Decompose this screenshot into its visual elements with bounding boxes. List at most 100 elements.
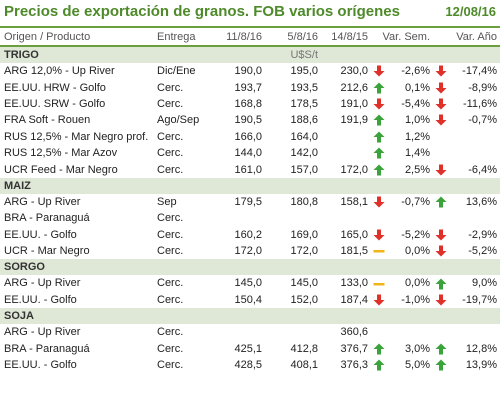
table-row: EE.UU. - Golfo Cerc. 150,4 152,0 187,4 -1,0% -… xyxy=(0,292,500,308)
price-date-1-cell: 150,4 xyxy=(234,293,262,306)
weekly-trend-cell xyxy=(368,79,390,95)
yearly-trend-cell xyxy=(430,324,452,340)
yearly-change-cell: -6,4% xyxy=(468,163,498,176)
col-var-anio: Var. Año xyxy=(430,26,500,47)
weekly-trend-cell xyxy=(368,63,390,79)
weekly-change-cell: -0,7% xyxy=(401,195,431,208)
weekly-trend-cell xyxy=(368,210,390,226)
arrow-down-icon xyxy=(373,98,385,110)
delivery-cell: Cerc. xyxy=(157,130,184,143)
table-row: ARG - Up River Sep 179,5 180,8 158,1 -0,7% 13,… xyxy=(0,194,500,210)
flat-dash-icon xyxy=(373,245,385,257)
product-cell: FRA Soft - Rouen xyxy=(4,114,91,127)
weekly-trend-cell xyxy=(368,292,390,308)
weekly-change-cell: -1,0% xyxy=(401,293,431,306)
arrow-up-icon xyxy=(435,359,447,371)
price-date-3-cell: 230,0 xyxy=(340,65,368,78)
product-cell: EE.UU. - Golfo xyxy=(4,228,77,241)
price-date-2-cell: 157,0 xyxy=(290,163,318,176)
yearly-trend-cell xyxy=(430,292,452,308)
yearly-change-cell: 12,8% xyxy=(465,342,498,355)
table-row: EE.UU. HRW - Golfo Cerc. 193,7 193,5 212,6 0,… xyxy=(0,79,500,95)
price-date-3-cell: 191,9 xyxy=(340,114,368,127)
yearly-trend-cell xyxy=(430,243,452,259)
yearly-change-cell xyxy=(452,129,500,145)
section-filler xyxy=(215,308,500,325)
weekly-trend-cell xyxy=(368,243,390,259)
product-cell: EE.UU. - Golfo xyxy=(4,359,77,372)
section-name: MAIZ xyxy=(0,177,215,194)
weekly-trend-cell xyxy=(368,161,390,177)
yearly-change-cell: -8,9% xyxy=(468,81,498,94)
report-date: 12/08/16 xyxy=(445,4,496,19)
weekly-trend-cell xyxy=(368,275,390,291)
weekly-change-cell: 0,1% xyxy=(404,81,431,94)
weekly-change-cell: 1,4% xyxy=(404,147,431,160)
yearly-trend-cell xyxy=(430,79,452,95)
price-date-1-cell xyxy=(215,324,262,340)
delivery-cell: Ago/Sep xyxy=(157,114,200,127)
yearly-trend-cell xyxy=(430,194,452,210)
table-row: ARG 12,0% - Up River Dic/Ene 190,0 195,0 230… xyxy=(0,63,500,79)
product-cell: ARG - Up River xyxy=(4,277,81,290)
price-date-3-cell: 181,5 xyxy=(340,245,368,258)
yearly-change-cell xyxy=(452,210,500,226)
yearly-change-cell: -2,9% xyxy=(468,228,498,241)
arrow-up-icon xyxy=(373,359,385,371)
weekly-change-cell xyxy=(390,324,430,340)
table-row: BRA - Paranaguá Cerc. xyxy=(0,210,500,226)
yearly-trend-cell xyxy=(430,145,452,161)
arrow-down-icon xyxy=(435,164,447,176)
table-row: UCR Feed - Mar Negro Cerc. 161,0 157,0 172,0… xyxy=(0,161,500,177)
section-name: SORGO xyxy=(0,259,215,276)
arrow-down-icon xyxy=(435,229,447,241)
arrow-down-icon xyxy=(435,245,447,257)
yearly-change-cell: -5,2% xyxy=(468,245,498,258)
table-row: RUS 12,5% - Mar Azov Cerc. 144,0 142,0 1,4% xyxy=(0,145,500,161)
yearly-trend-cell xyxy=(430,96,452,112)
delivery-cell: Cerc. xyxy=(157,147,184,160)
product-cell: ARG - Up River xyxy=(4,195,81,208)
delivery-cell: Cerc. xyxy=(157,359,184,372)
price-date-3-cell: 376,3 xyxy=(340,359,368,372)
table-row: EE.UU. - Golfo Cerc. 160,2 169,0 165,0 -5,2% -… xyxy=(0,227,500,243)
weekly-trend-cell xyxy=(368,227,390,243)
yearly-trend-cell xyxy=(430,63,452,79)
table-row: EE.UU. - Golfo Cerc. 428,5 408,1 376,3 5,0% 13… xyxy=(0,357,500,373)
price-date-3-cell xyxy=(318,210,368,226)
yearly-trend-cell xyxy=(430,129,452,145)
arrow-up-icon xyxy=(373,147,385,159)
yearly-trend-cell xyxy=(430,357,452,373)
product-cell: BRA - Paranaguá xyxy=(4,342,90,355)
col-entrega: Entrega xyxy=(157,26,215,47)
product-cell: UCR Feed - Mar Negro xyxy=(4,163,118,176)
price-date-3-cell: 158,1 xyxy=(340,195,368,208)
table-row: ARG - Up River Cerc. 145,0 145,0 133,0 0,0% 9,… xyxy=(0,275,500,291)
arrow-down-icon xyxy=(435,114,447,126)
arrow-up-icon xyxy=(373,131,385,143)
price-date-2-cell: 193,5 xyxy=(290,81,318,94)
price-date-2-cell: 408,1 xyxy=(290,359,318,372)
col-origen: Origen / Producto xyxy=(0,26,157,47)
col-date-3: 14/8/15 xyxy=(318,26,368,47)
price-date-2-cell: 164,0 xyxy=(290,130,318,143)
weekly-change-cell: 1,2% xyxy=(404,130,431,143)
price-date-3-cell: 212,6 xyxy=(340,81,368,94)
price-date-1-cell: 168,8 xyxy=(234,97,262,110)
product-cell: ARG - Up River xyxy=(4,326,81,339)
yearly-trend-cell xyxy=(430,227,452,243)
weekly-change-cell: -5,4% xyxy=(401,97,431,110)
price-date-1-cell: 160,2 xyxy=(234,228,262,241)
price-date-2-cell xyxy=(262,324,318,340)
section-header: SORGO xyxy=(0,259,500,276)
price-date-2-cell xyxy=(262,210,318,226)
price-date-1-cell: 425,1 xyxy=(234,342,262,355)
delivery-cell: Sep xyxy=(157,195,177,208)
price-date-2-cell: 412,8 xyxy=(290,342,318,355)
section-name: SOJA xyxy=(0,308,215,325)
section-filler xyxy=(318,46,500,63)
arrow-down-icon xyxy=(435,65,447,77)
weekly-trend-cell xyxy=(368,357,390,373)
weekly-change-cell: -5,2% xyxy=(401,228,431,241)
price-date-2-cell: 142,0 xyxy=(290,147,318,160)
